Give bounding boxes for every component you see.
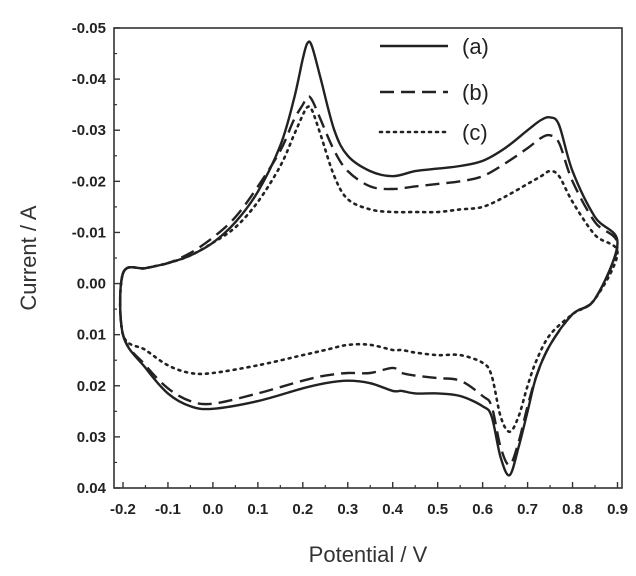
y-tick-label: -0.04 [72, 71, 107, 88]
series-line-3 [118, 105, 619, 434]
y-tick-label: 0.00 [77, 276, 106, 293]
y-tick-label: 0.03 [77, 429, 106, 446]
series-line-1 [118, 40, 619, 477]
x-tick-label: 0.2 [292, 501, 313, 518]
x-tick-label: 0.7 [517, 501, 538, 518]
x-tick-label: 0.0 [202, 501, 223, 518]
legend-label-3: (c) [462, 120, 488, 145]
chart-curves [118, 40, 619, 477]
x-axis-ticks: -0.2 -0.1 0.0 0.1 0.2 0.3 0.4 0.5 0.6 0.7 0.8 0.9 [110, 482, 628, 518]
y-tick-label: 0.02 [77, 378, 106, 395]
legend: (a) (b) (c) [378, 34, 489, 145]
plot-frame [113, 27, 623, 489]
x-tick-label: 0.8 [562, 501, 583, 518]
legend-label-2: (b) [462, 80, 489, 105]
x-tick-label: 0.9 [607, 501, 628, 518]
x-tick-label: -0.2 [110, 501, 136, 518]
y-tick-label: -0.05 [72, 20, 106, 37]
y-axis-title: Current / A [16, 205, 41, 310]
x-tick-label: 0.4 [382, 501, 404, 518]
x-axis-title: Potential / V [309, 542, 428, 567]
y-tick-label: -0.02 [72, 173, 106, 190]
x-tick-label: 0.1 [247, 501, 268, 518]
series-line-2 [118, 95, 619, 467]
y-tick-label: -0.01 [72, 224, 106, 241]
x-tick-label: 0.5 [427, 501, 448, 518]
y-tick-label: 0.04 [77, 480, 107, 497]
x-tick-label: 0.6 [472, 501, 493, 518]
x-tick-label: -0.1 [155, 501, 181, 518]
legend-label-1: (a) [462, 34, 489, 59]
x-tick-label: 0.3 [337, 501, 358, 518]
y-axis-ticks: -0.05 -0.04 -0.03 -0.02 -0.01 0.00 0.01 0.02 0.0… [72, 20, 120, 497]
y-tick-label: -0.03 [72, 122, 106, 139]
y-tick-label: 0.01 [77, 327, 106, 344]
